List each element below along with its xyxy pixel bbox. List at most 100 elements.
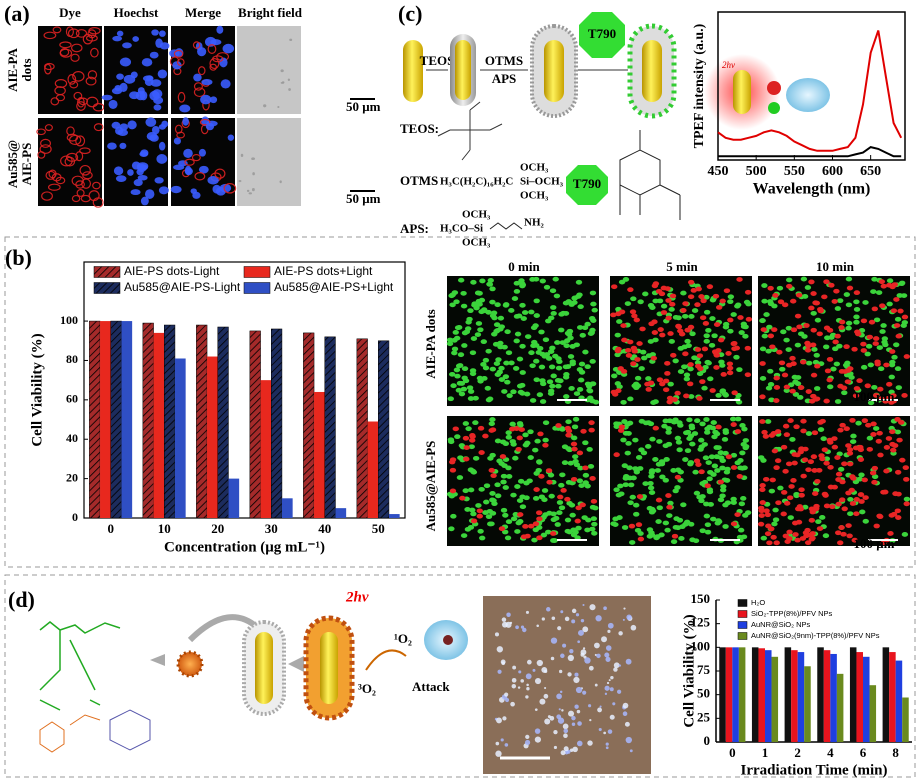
cell [827,484,835,490]
cell [539,278,546,284]
cell [556,510,563,516]
cell [849,439,857,445]
cell [535,467,542,473]
cell [521,310,529,315]
cell [633,469,641,475]
cell [662,387,670,393]
cell [75,151,84,162]
cell [831,299,838,304]
cell [720,484,727,489]
cell [209,58,220,70]
cell [740,534,748,540]
cell [659,381,666,387]
cell [698,294,705,299]
cell [665,493,672,498]
cell [804,285,812,290]
gold-rod [544,40,564,102]
spot [511,684,517,689]
cell [823,325,831,331]
cell [76,188,85,197]
cell [875,438,882,444]
cell [745,316,753,322]
cell [113,166,124,176]
spot [560,750,566,756]
cell [472,420,479,426]
spot [622,618,625,621]
cell [713,322,721,327]
cell [658,291,666,297]
cell [805,343,812,349]
cell [879,329,886,334]
cell [846,447,854,452]
cell [790,478,797,483]
cell [127,169,134,176]
cell [613,424,620,430]
micrographs [446,276,911,546]
cell [212,55,224,63]
cell [517,519,524,524]
cell [763,508,770,514]
cell [533,298,540,304]
y-axis-title: Cell Viability (%) [681,614,697,727]
cell [692,469,699,475]
cell [516,383,524,389]
cell [183,148,193,158]
cell [800,418,807,424]
nucleus [443,635,453,645]
cell [719,465,726,471]
cell [624,301,632,307]
cell [770,534,777,540]
micrographs [36,25,301,208]
cell [817,419,824,425]
cell [610,521,617,527]
cell [768,526,775,532]
cell [158,124,166,130]
cell [85,76,97,86]
cell [903,496,911,502]
cell [641,355,648,361]
cell [853,307,861,312]
cell [872,341,879,346]
cell [591,530,598,536]
spot [582,690,587,695]
cell [615,346,622,352]
cell [132,36,140,42]
cell [665,315,672,321]
cell [694,418,701,424]
cell [809,342,817,348]
cell [248,192,252,195]
cell [717,450,724,456]
cell [689,441,696,447]
cell [713,454,721,460]
cell [802,530,810,536]
cell [667,331,674,336]
cell [866,435,874,441]
cell [739,450,746,456]
cell [782,468,789,474]
cell [629,494,636,500]
cell [727,328,734,334]
spot [534,736,541,743]
bar [281,498,293,518]
cell [815,519,822,525]
cell [193,73,202,82]
spot [596,653,601,659]
cell [791,460,798,466]
spot [582,647,586,650]
spot [613,667,618,672]
cell [642,420,650,426]
formula: OCH₃ [520,162,549,174]
spot [494,632,500,637]
cell [219,57,228,68]
cell [903,354,911,359]
spot [520,679,525,683]
cell [798,487,805,493]
cell [840,531,847,537]
cell [701,385,708,391]
cell [645,353,653,359]
cell [463,329,471,335]
cell [744,289,752,295]
spot [562,643,567,648]
cell [581,325,589,331]
cell [885,436,893,441]
